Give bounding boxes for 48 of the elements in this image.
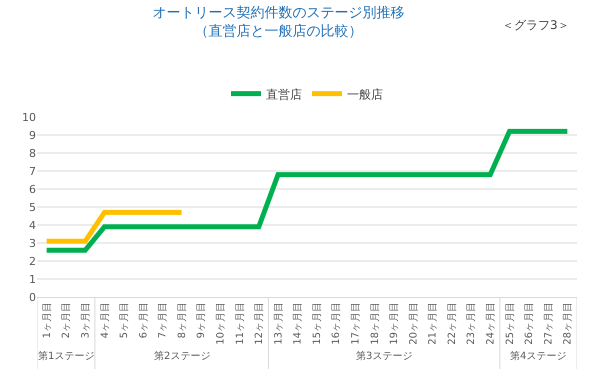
x-tick-label: 14ヶ月目	[292, 302, 304, 345]
x-tick-label: 19ヶ月目	[389, 302, 400, 345]
x-tick-label: 3ヶ月目	[80, 302, 92, 338]
x-tick-label: 25ヶ月目	[504, 302, 516, 345]
y-tick-label: 7	[29, 164, 36, 178]
text: 第4ステージ	[510, 350, 566, 362]
x-tick-label: 7ヶ月目	[158, 302, 169, 338]
text: 第2ステージ	[154, 350, 210, 362]
y-tick-label: 10	[22, 110, 36, 124]
x-tick-label: 28ヶ月目	[562, 302, 574, 345]
text: 第3ステージ	[356, 350, 412, 362]
y-tick-label: 9	[29, 128, 36, 142]
legend-label: 一般店	[347, 87, 383, 102]
x-tick-label: 15ヶ月目	[312, 302, 323, 345]
text: ＜グラフ3＞	[502, 18, 570, 32]
x-tick-label: 10ヶ月目	[215, 302, 226, 345]
y-tick-label: 0	[29, 290, 36, 304]
y-tick-label: 6	[29, 182, 36, 196]
x-tick-label: 11ヶ月目	[234, 302, 246, 345]
x-tick-label: 8ヶ月目	[176, 302, 188, 338]
x-tick-label: 21ヶ月目	[428, 302, 439, 345]
x-tick-label: 2ヶ月目	[61, 302, 72, 338]
x-tick-label: 26ヶ月目	[524, 302, 536, 345]
x-tick-label: 4ヶ月目	[100, 302, 111, 338]
x-tick-label: 13ヶ月目	[273, 302, 284, 345]
x-tick-label: 22ヶ月目	[446, 302, 458, 345]
y-tick-label: 4	[29, 218, 36, 232]
x-tick-label: 9ヶ月目	[196, 302, 208, 338]
legend-label: 直営店	[266, 87, 302, 102]
x-tick-label: 18ヶ月目	[370, 302, 381, 345]
x-tick-label: 1ヶ月目	[42, 302, 53, 338]
x-tick-label: 5ヶ月目	[119, 302, 130, 338]
y-tick-label: 1	[29, 272, 36, 286]
chart-subtitle: （直営店と一般店の比較）	[194, 23, 363, 40]
chart-title: オートリース契約件数のステージ別推移	[152, 5, 405, 22]
x-tick-label: 16ヶ月目	[331, 302, 342, 345]
x-tick-label: 12ヶ月目	[254, 302, 266, 345]
y-tick-label: 8	[29, 146, 36, 160]
x-tick-label: 20ヶ月目	[408, 302, 420, 345]
x-tick-label: 17ヶ月目	[350, 302, 362, 345]
x-tick-label: 6ヶ月目	[138, 302, 150, 338]
y-tick-label: 3	[29, 236, 36, 250]
y-tick-label: 2	[29, 254, 36, 268]
x-tick-label: 23ヶ月目	[466, 302, 478, 345]
text: 第1ステージ	[38, 350, 94, 362]
x-tick-label: 27ヶ月目	[543, 302, 554, 345]
y-tick-label: 5	[29, 200, 36, 214]
x-tick-label: 24ヶ月目	[485, 302, 496, 345]
